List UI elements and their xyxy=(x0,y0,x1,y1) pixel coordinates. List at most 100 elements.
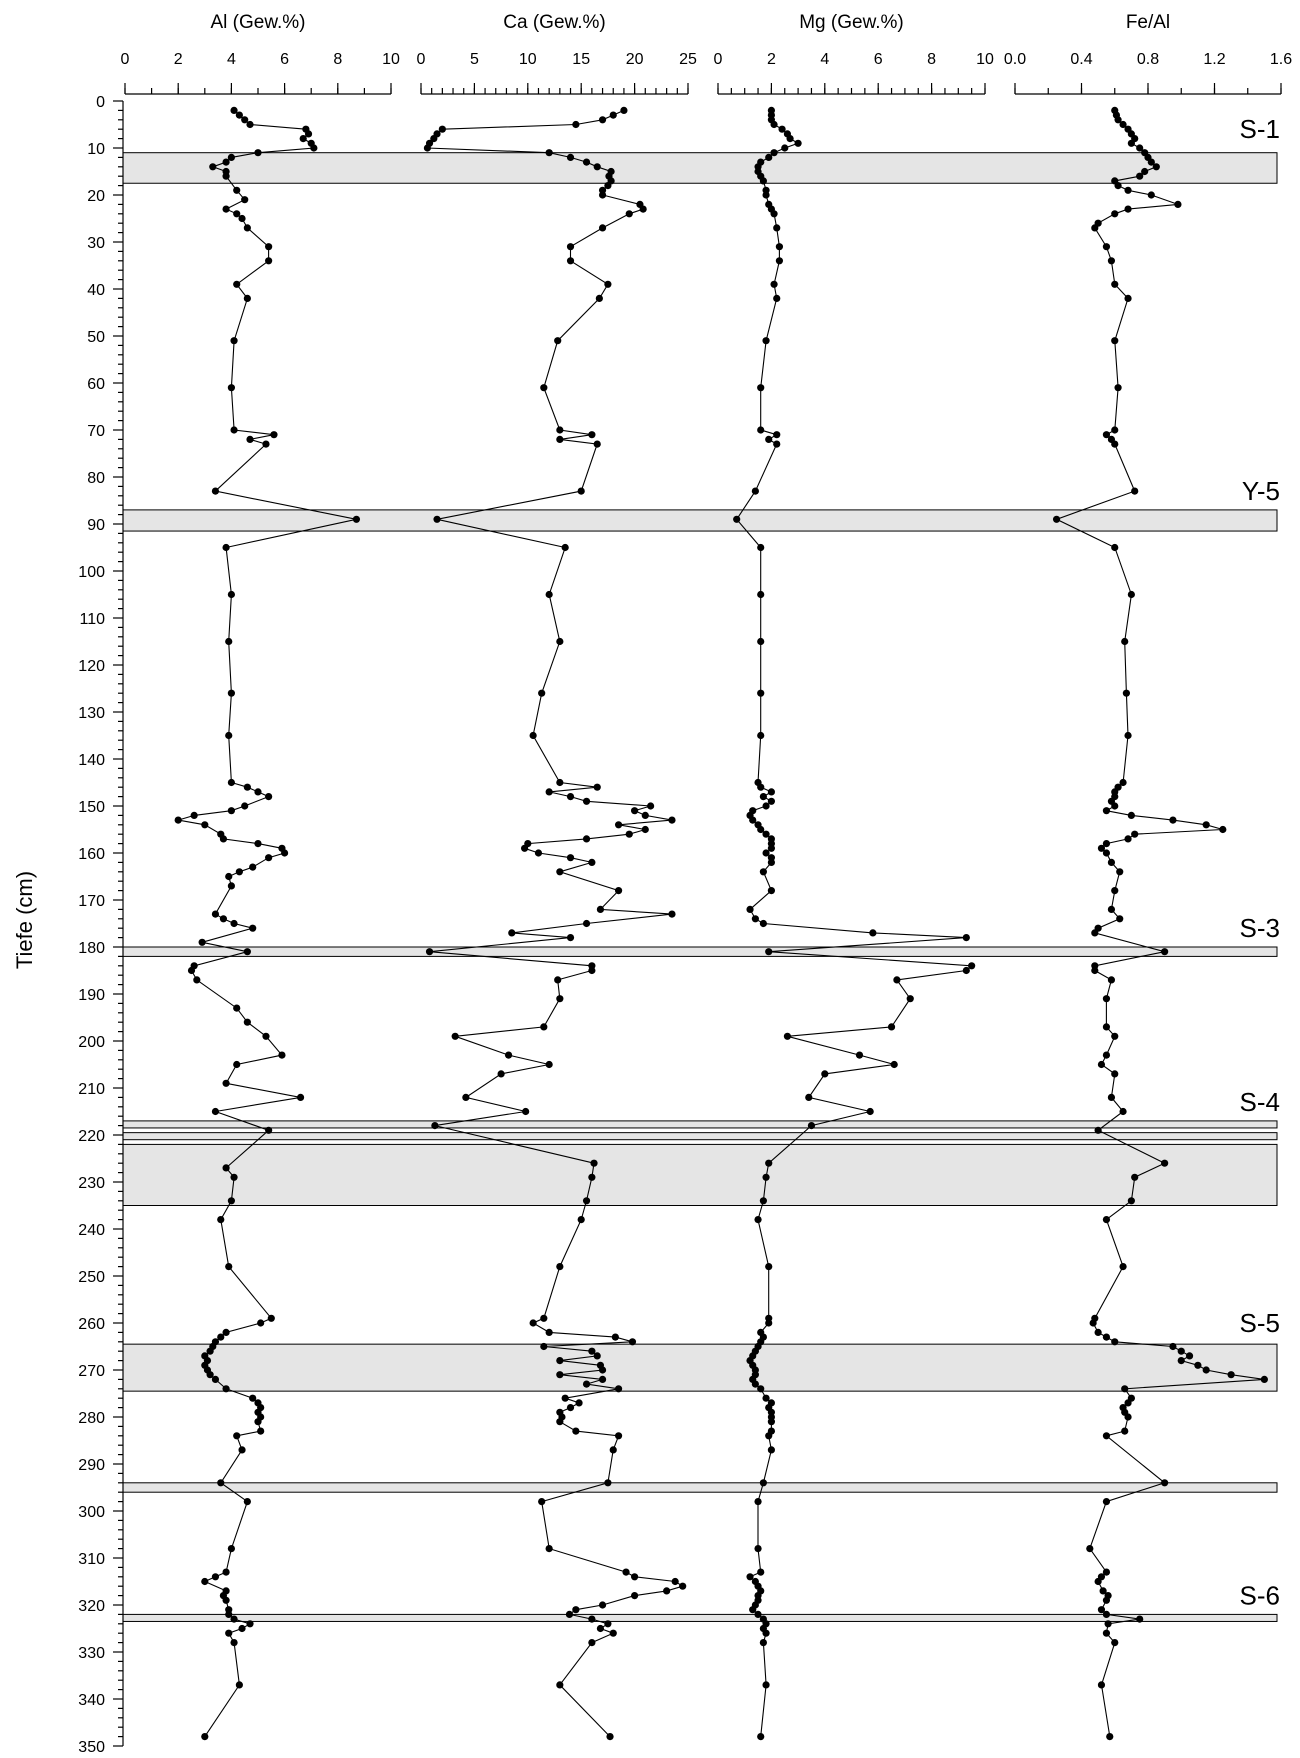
data-point xyxy=(1107,905,1116,914)
data-point xyxy=(504,1051,513,1059)
data-point xyxy=(582,158,591,166)
data-point xyxy=(262,1032,270,1040)
data-point xyxy=(1119,1263,1127,1271)
data-point xyxy=(1102,1432,1111,1440)
x-tick-label: 10 xyxy=(519,51,537,68)
data-point xyxy=(243,294,251,302)
data-point xyxy=(243,948,251,956)
data-point xyxy=(556,868,564,876)
y-tick-label: 60 xyxy=(87,376,105,393)
data-point xyxy=(1177,1347,1185,1355)
layer-band xyxy=(122,1120,1278,1129)
data-point xyxy=(545,149,553,157)
panel: Ca (Gew.%) 0 5 10 15 20 25 xyxy=(417,12,697,1741)
data-point xyxy=(582,835,591,843)
data-point xyxy=(265,854,273,862)
data-point xyxy=(1161,1159,1169,1167)
data-point xyxy=(598,1601,607,1609)
data-point xyxy=(1124,186,1132,194)
data-point xyxy=(540,1314,548,1322)
x-tick-label: 1.2 xyxy=(1203,51,1225,68)
data-point xyxy=(230,426,238,434)
data-point xyxy=(1136,172,1144,180)
data-point xyxy=(746,1573,754,1581)
data-point xyxy=(262,440,270,448)
data-point xyxy=(225,731,233,740)
data-point xyxy=(631,807,639,815)
data-point xyxy=(233,210,241,218)
data-point xyxy=(1121,1427,1129,1435)
data-point xyxy=(614,1432,623,1440)
y-tick-label: 300 xyxy=(78,1504,105,1521)
data-point xyxy=(757,590,765,599)
data-point xyxy=(1147,158,1155,166)
data-point xyxy=(222,1328,230,1336)
data-point xyxy=(1052,515,1061,523)
data-point xyxy=(762,1394,770,1402)
x-tick-label: 15 xyxy=(572,51,590,68)
data-point xyxy=(265,793,273,801)
data-point xyxy=(545,1545,553,1553)
data-point xyxy=(219,835,228,843)
data-point xyxy=(1107,257,1116,265)
data-point xyxy=(1111,1032,1119,1040)
data-point xyxy=(794,139,802,147)
data-point xyxy=(554,976,562,984)
data-point xyxy=(1089,1319,1097,1327)
data-point xyxy=(217,1216,225,1224)
y-tick-label: 180 xyxy=(78,940,105,957)
data-point xyxy=(556,778,564,787)
data-point xyxy=(534,849,543,857)
y-tick-label: 200 xyxy=(78,1034,105,1051)
layer-band xyxy=(122,509,1278,532)
data-point xyxy=(556,1681,564,1689)
data-point xyxy=(206,1371,214,1379)
data-point xyxy=(1124,205,1132,213)
data-point xyxy=(762,1681,770,1689)
data-point xyxy=(1111,280,1119,288)
data-point xyxy=(540,1342,548,1351)
data-point xyxy=(1131,487,1139,495)
data-point xyxy=(1174,200,1182,208)
data-point xyxy=(1094,1328,1102,1336)
data-point xyxy=(754,1498,762,1506)
data-point xyxy=(174,816,182,824)
y-tick-label: 30 xyxy=(87,235,105,252)
data-point xyxy=(572,120,580,129)
data-point xyxy=(1102,1023,1111,1031)
data-point xyxy=(1102,1051,1111,1059)
y-tick-label: 250 xyxy=(78,1269,105,1286)
x-tick-label: 8 xyxy=(927,51,936,68)
data-point xyxy=(235,1681,243,1689)
data-point xyxy=(566,1404,575,1412)
data-point xyxy=(233,1004,241,1012)
layer-labels: S-1 Y-5 S-3 S-4 S-5 S-6 xyxy=(1240,114,1280,1610)
data-point xyxy=(267,1314,275,1322)
data-point xyxy=(431,1122,439,1130)
data-point xyxy=(1124,294,1132,302)
x-tick-label: 4 xyxy=(820,51,829,68)
data-point xyxy=(1136,144,1144,152)
layer-label: S-4 xyxy=(1240,1087,1280,1117)
data-point xyxy=(540,1023,548,1031)
data-point xyxy=(598,1375,607,1383)
data-point xyxy=(187,966,196,975)
layer-band xyxy=(122,946,1278,957)
data-point xyxy=(631,1573,639,1581)
data-point xyxy=(582,919,591,928)
data-point xyxy=(1104,1620,1112,1628)
y-tick-label: 210 xyxy=(78,1081,105,1098)
data-point xyxy=(556,637,564,646)
y-tick-label: 50 xyxy=(87,329,105,346)
data-point xyxy=(222,1385,230,1393)
data-point xyxy=(765,1159,773,1167)
data-point xyxy=(775,243,784,251)
data-point xyxy=(556,995,564,1003)
data-point xyxy=(893,976,901,984)
y-tick-label: 140 xyxy=(78,752,105,769)
data-point xyxy=(225,637,233,646)
data-point xyxy=(590,1159,598,1167)
data-point xyxy=(227,882,235,890)
data-point xyxy=(1107,976,1116,984)
